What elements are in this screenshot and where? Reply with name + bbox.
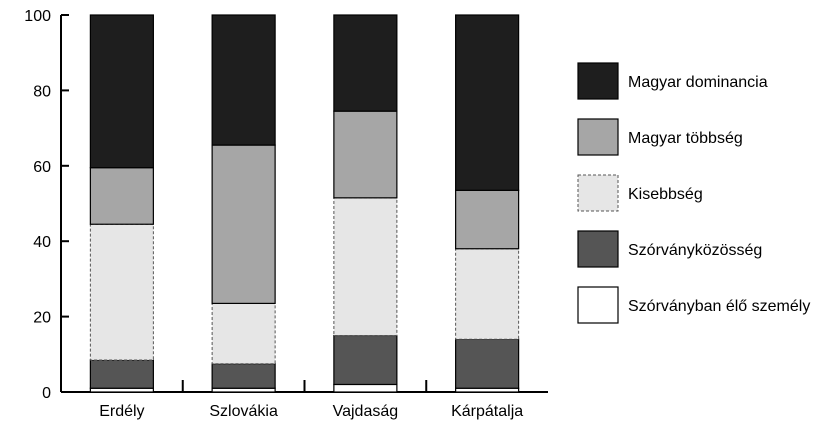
bar-segment-4-2 [455,338,520,389]
y-tick-label: 0 [42,385,51,402]
legend-swatch [577,174,619,212]
bars [89,14,520,393]
legend: Magyar dominancia Magyar többség Kisebbség… [577,62,810,324]
bar-segment-2-4 [211,144,276,305]
x-category-label: Kárpátalja [451,403,523,420]
legend-swatch [577,118,619,156]
x-category-label: Erdély [99,403,144,420]
legend-label: Magyar többség [628,130,743,147]
bar-segment-3-1 [333,383,398,393]
bar-segment-3-4 [333,110,398,199]
legend-swatch [577,286,619,324]
bar-segment-1-2 [89,359,154,389]
x-category-label: Szlovákia [209,403,278,420]
legend-swatch [577,62,619,100]
legend-swatch [577,230,619,268]
bar-segment-3-3 [333,197,398,336]
y-tick-label: 60 [33,159,51,176]
legend-label: Szórványközösség [628,242,762,259]
y-tick-label: 80 [33,83,51,100]
y-tick-label: 40 [33,234,51,251]
bar-segment-3-2 [333,334,398,386]
y-axis: 0 20 40 60 80 100 [24,8,69,402]
legend-label: Kisebbség [628,186,703,203]
y-tick-label: 20 [33,310,51,327]
legend-label: Szórványban élő személy [628,298,810,315]
bar-segment-4-5 [455,14,520,191]
bar-segment-1-4 [89,167,154,225]
x-axis: Erdély Szlovákia Vajdaság Kárpátalja [61,380,548,420]
bar-segment-1-3 [89,223,154,361]
bar-segment-3-5 [333,14,398,112]
bar-segment-2-3 [211,302,276,365]
x-category-label: Vajdaság [333,403,399,420]
bar-segment-2-2 [211,363,276,389]
legend-label: Magyar dominancia [628,74,768,91]
bar-segment-4-3 [455,248,520,340]
y-tick-label: 100 [24,8,51,25]
bar-segment-4-4 [455,189,520,250]
bar-segment-2-5 [211,14,276,146]
bar-segment-1-5 [89,14,154,169]
